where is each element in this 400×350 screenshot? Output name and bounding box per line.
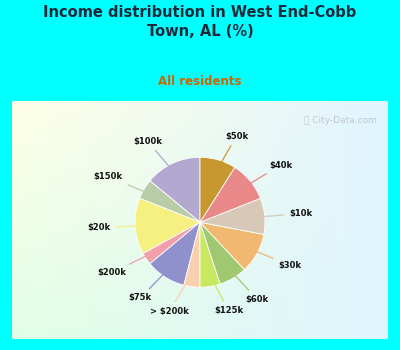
- Text: $50k: $50k: [215, 132, 248, 173]
- Text: $20k: $20k: [87, 223, 148, 232]
- Wedge shape: [135, 198, 200, 253]
- Text: ⓘ City-Data.com: ⓘ City-Data.com: [304, 116, 377, 125]
- Text: All residents: All residents: [158, 75, 242, 88]
- Text: $40k: $40k: [240, 161, 292, 190]
- Text: $125k: $125k: [209, 273, 243, 315]
- Text: $75k: $75k: [129, 265, 172, 302]
- Wedge shape: [200, 167, 260, 222]
- Text: $100k: $100k: [133, 136, 178, 176]
- Wedge shape: [150, 157, 200, 222]
- Wedge shape: [200, 222, 220, 287]
- Wedge shape: [143, 222, 200, 264]
- Text: > $200k: > $200k: [150, 273, 192, 316]
- Wedge shape: [200, 157, 235, 222]
- Wedge shape: [140, 181, 200, 222]
- Text: $200k: $200k: [97, 251, 157, 277]
- Wedge shape: [184, 222, 200, 287]
- Text: $150k: $150k: [94, 172, 156, 196]
- Wedge shape: [200, 222, 244, 284]
- Text: Income distribution in West End-Cobb
Town, AL (%): Income distribution in West End-Cobb Tow…: [43, 5, 357, 39]
- Text: $30k: $30k: [245, 247, 302, 270]
- Wedge shape: [200, 198, 265, 235]
- Wedge shape: [200, 222, 264, 270]
- Text: $60k: $60k: [227, 266, 269, 304]
- Wedge shape: [150, 222, 200, 285]
- Text: $10k: $10k: [251, 209, 312, 218]
